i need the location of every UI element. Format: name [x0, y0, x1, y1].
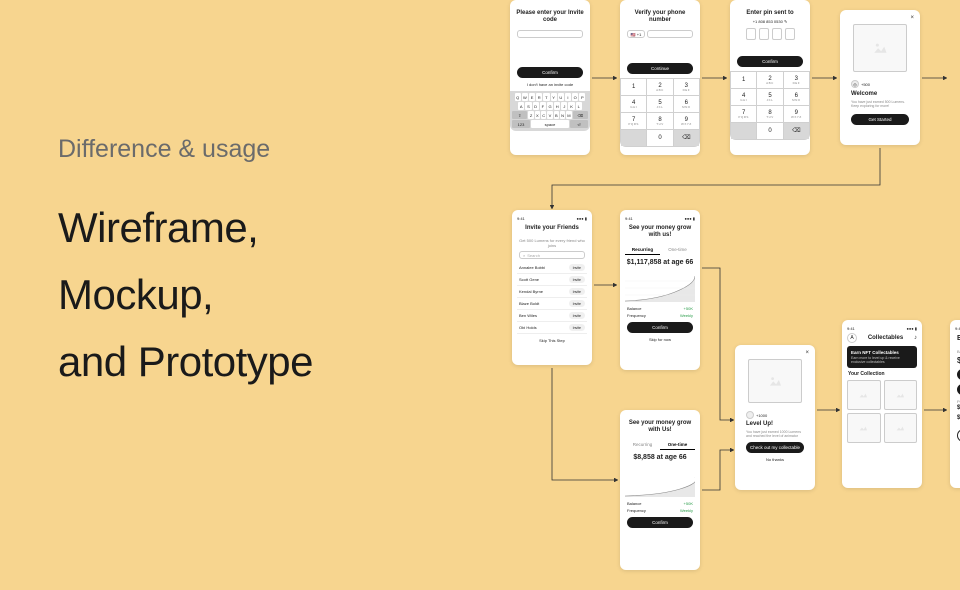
- s4-title: Welcome: [851, 91, 909, 98]
- contacts-list: Annalee BobbiInviteScott GeneInviteKenda…: [517, 262, 587, 334]
- phone-input[interactable]: [647, 30, 693, 38]
- s7-amount: $8,858 at age 66: [625, 454, 695, 462]
- list-item: Kendal ByrneInvite: [517, 286, 587, 298]
- coin-icon: ◎: [851, 80, 859, 88]
- s1-link[interactable]: I don't have an invite code: [515, 82, 585, 87]
- search-input[interactable]: ⌕ Search: [519, 251, 585, 259]
- s8-btn[interactable]: Check out my collectable: [746, 442, 804, 453]
- image-placeholder: [853, 24, 907, 72]
- screen-invite-code: Please enter your Invite code Confirm I …: [510, 0, 590, 155]
- s6-title: See your money grow with us!: [625, 225, 695, 239]
- s9-title: Collectables: [868, 335, 903, 341]
- screen-money-grow-1: 9:41●●● ▮ See your money grow with us! R…: [620, 210, 700, 370]
- s5-skip[interactable]: Skip This Step: [517, 338, 587, 343]
- s5-title: Invite your Friends: [517, 225, 587, 232]
- image-placeholder: [748, 359, 802, 403]
- list-item: Annalee BobbiInvite: [517, 262, 587, 274]
- qwerty-keyboard[interactable]: QWERTYUIOP ASDFGHJKL ⇧ZXCVBNM⌫ 123space⏎: [510, 91, 590, 131]
- list-item: Scott GeneInvite: [517, 274, 587, 286]
- growth-chart-2: [625, 469, 695, 497]
- s7-tabs[interactable]: Recurring One-time: [625, 440, 695, 450]
- list-item: Ben WilesInvite: [517, 310, 587, 322]
- close-icon[interactable]: ×: [805, 350, 809, 356]
- s3-phone: +1 808 853 0530 ✎: [735, 19, 805, 24]
- screen-money-grow-2: See your money grow with Us! Recurring O…: [620, 410, 700, 570]
- wireframe-flow: Please enter your Invite code Confirm I …: [480, 0, 960, 590]
- s1-title: Please enter your Invite code: [515, 10, 585, 24]
- s6-tabs[interactable]: Recurring One-time: [625, 245, 695, 255]
- screen-invite-friends: 9:41●●● ▮ Invite your Friends Get 500 Lu…: [512, 210, 592, 365]
- s5-sub: Get 500 Lumens for every friend who join…: [517, 238, 587, 248]
- s6-skip[interactable]: Skip for now: [625, 337, 695, 342]
- s8-title: Level Up!: [746, 421, 804, 428]
- s9-section: Your Collection: [848, 371, 916, 377]
- notif-icon[interactable]: ♪: [914, 335, 917, 341]
- s8-sub: You have just earned 1000 Lumens and rea…: [746, 430, 804, 438]
- subtitle: Difference & usage: [58, 135, 313, 164]
- screen-verify-phone: Verify your phone number 🇺🇸 +1 Continue …: [620, 0, 700, 155]
- screen-earn: 9:41 Earn Balance $100.00 Not Nucles ↑ D…: [950, 320, 960, 488]
- nft-banner[interactable]: Earn NFT Collectables Earn more to level…: [847, 346, 917, 368]
- screen-welcome: × ◎ +500 Welcome You have just earned 50…: [840, 10, 920, 145]
- keypad[interactable]: 12ABC3DEF4GHI5JKL6MNO7PQRS8TUV9WXYZ0⌫: [730, 71, 810, 140]
- s7-title: See your money grow with Us!: [625, 420, 695, 434]
- s6-btn[interactable]: Confirm: [627, 322, 693, 333]
- country-flag[interactable]: 🇺🇸 +1: [627, 30, 645, 38]
- screen-enter-pin: Enter pin sent to +1 808 853 0530 ✎ Conf…: [730, 0, 810, 155]
- close-icon[interactable]: ×: [910, 15, 914, 21]
- s4-sub: You have just earned 500 Lumens. Keep ex…: [851, 100, 909, 108]
- headline-block: Difference & usage Wireframe, Mockup, an…: [58, 135, 313, 396]
- s3-confirm[interactable]: Confirm: [737, 56, 803, 67]
- s8-link[interactable]: No thanks: [740, 457, 810, 462]
- title-line-3: and Prototype: [58, 328, 313, 395]
- s2-title: Verify your phone number: [625, 10, 695, 24]
- s1-input[interactable]: [517, 30, 583, 38]
- s3-title: Enter pin sent to: [735, 10, 805, 17]
- screen-collectables: 9:41●●● ▮ A Collectables ♪ Earn NFT Coll…: [842, 320, 922, 488]
- coin-icon: [746, 411, 754, 419]
- s1-confirm[interactable]: Confirm: [517, 67, 583, 78]
- list-item: Obi HoldsInvite: [517, 322, 587, 334]
- collection-grid: [847, 380, 917, 443]
- s2-continue[interactable]: Continue: [627, 63, 693, 74]
- title-line-2: Mockup,: [58, 261, 313, 328]
- keypad[interactable]: 12ABC3DEF4GHI5JKL6MNO7PQRS8TUV9WXYZ0⌫: [620, 78, 700, 147]
- welcome-tag: +500: [861, 82, 870, 87]
- s4-btn[interactable]: Get Started: [851, 114, 909, 125]
- screen-level-up: × +1000 Level Up! You have just earned 1…: [735, 345, 815, 490]
- s6-amount: $1,117,858 at age 66: [625, 259, 695, 267]
- pin-inputs[interactable]: [735, 28, 805, 40]
- avatar-icon[interactable]: A: [847, 333, 857, 343]
- s7-btn[interactable]: Confirm: [627, 517, 693, 528]
- title-line-1: Wireframe,: [58, 194, 313, 261]
- list-item: Blaze BoldtInvite: [517, 298, 587, 310]
- growth-chart: [625, 274, 695, 302]
